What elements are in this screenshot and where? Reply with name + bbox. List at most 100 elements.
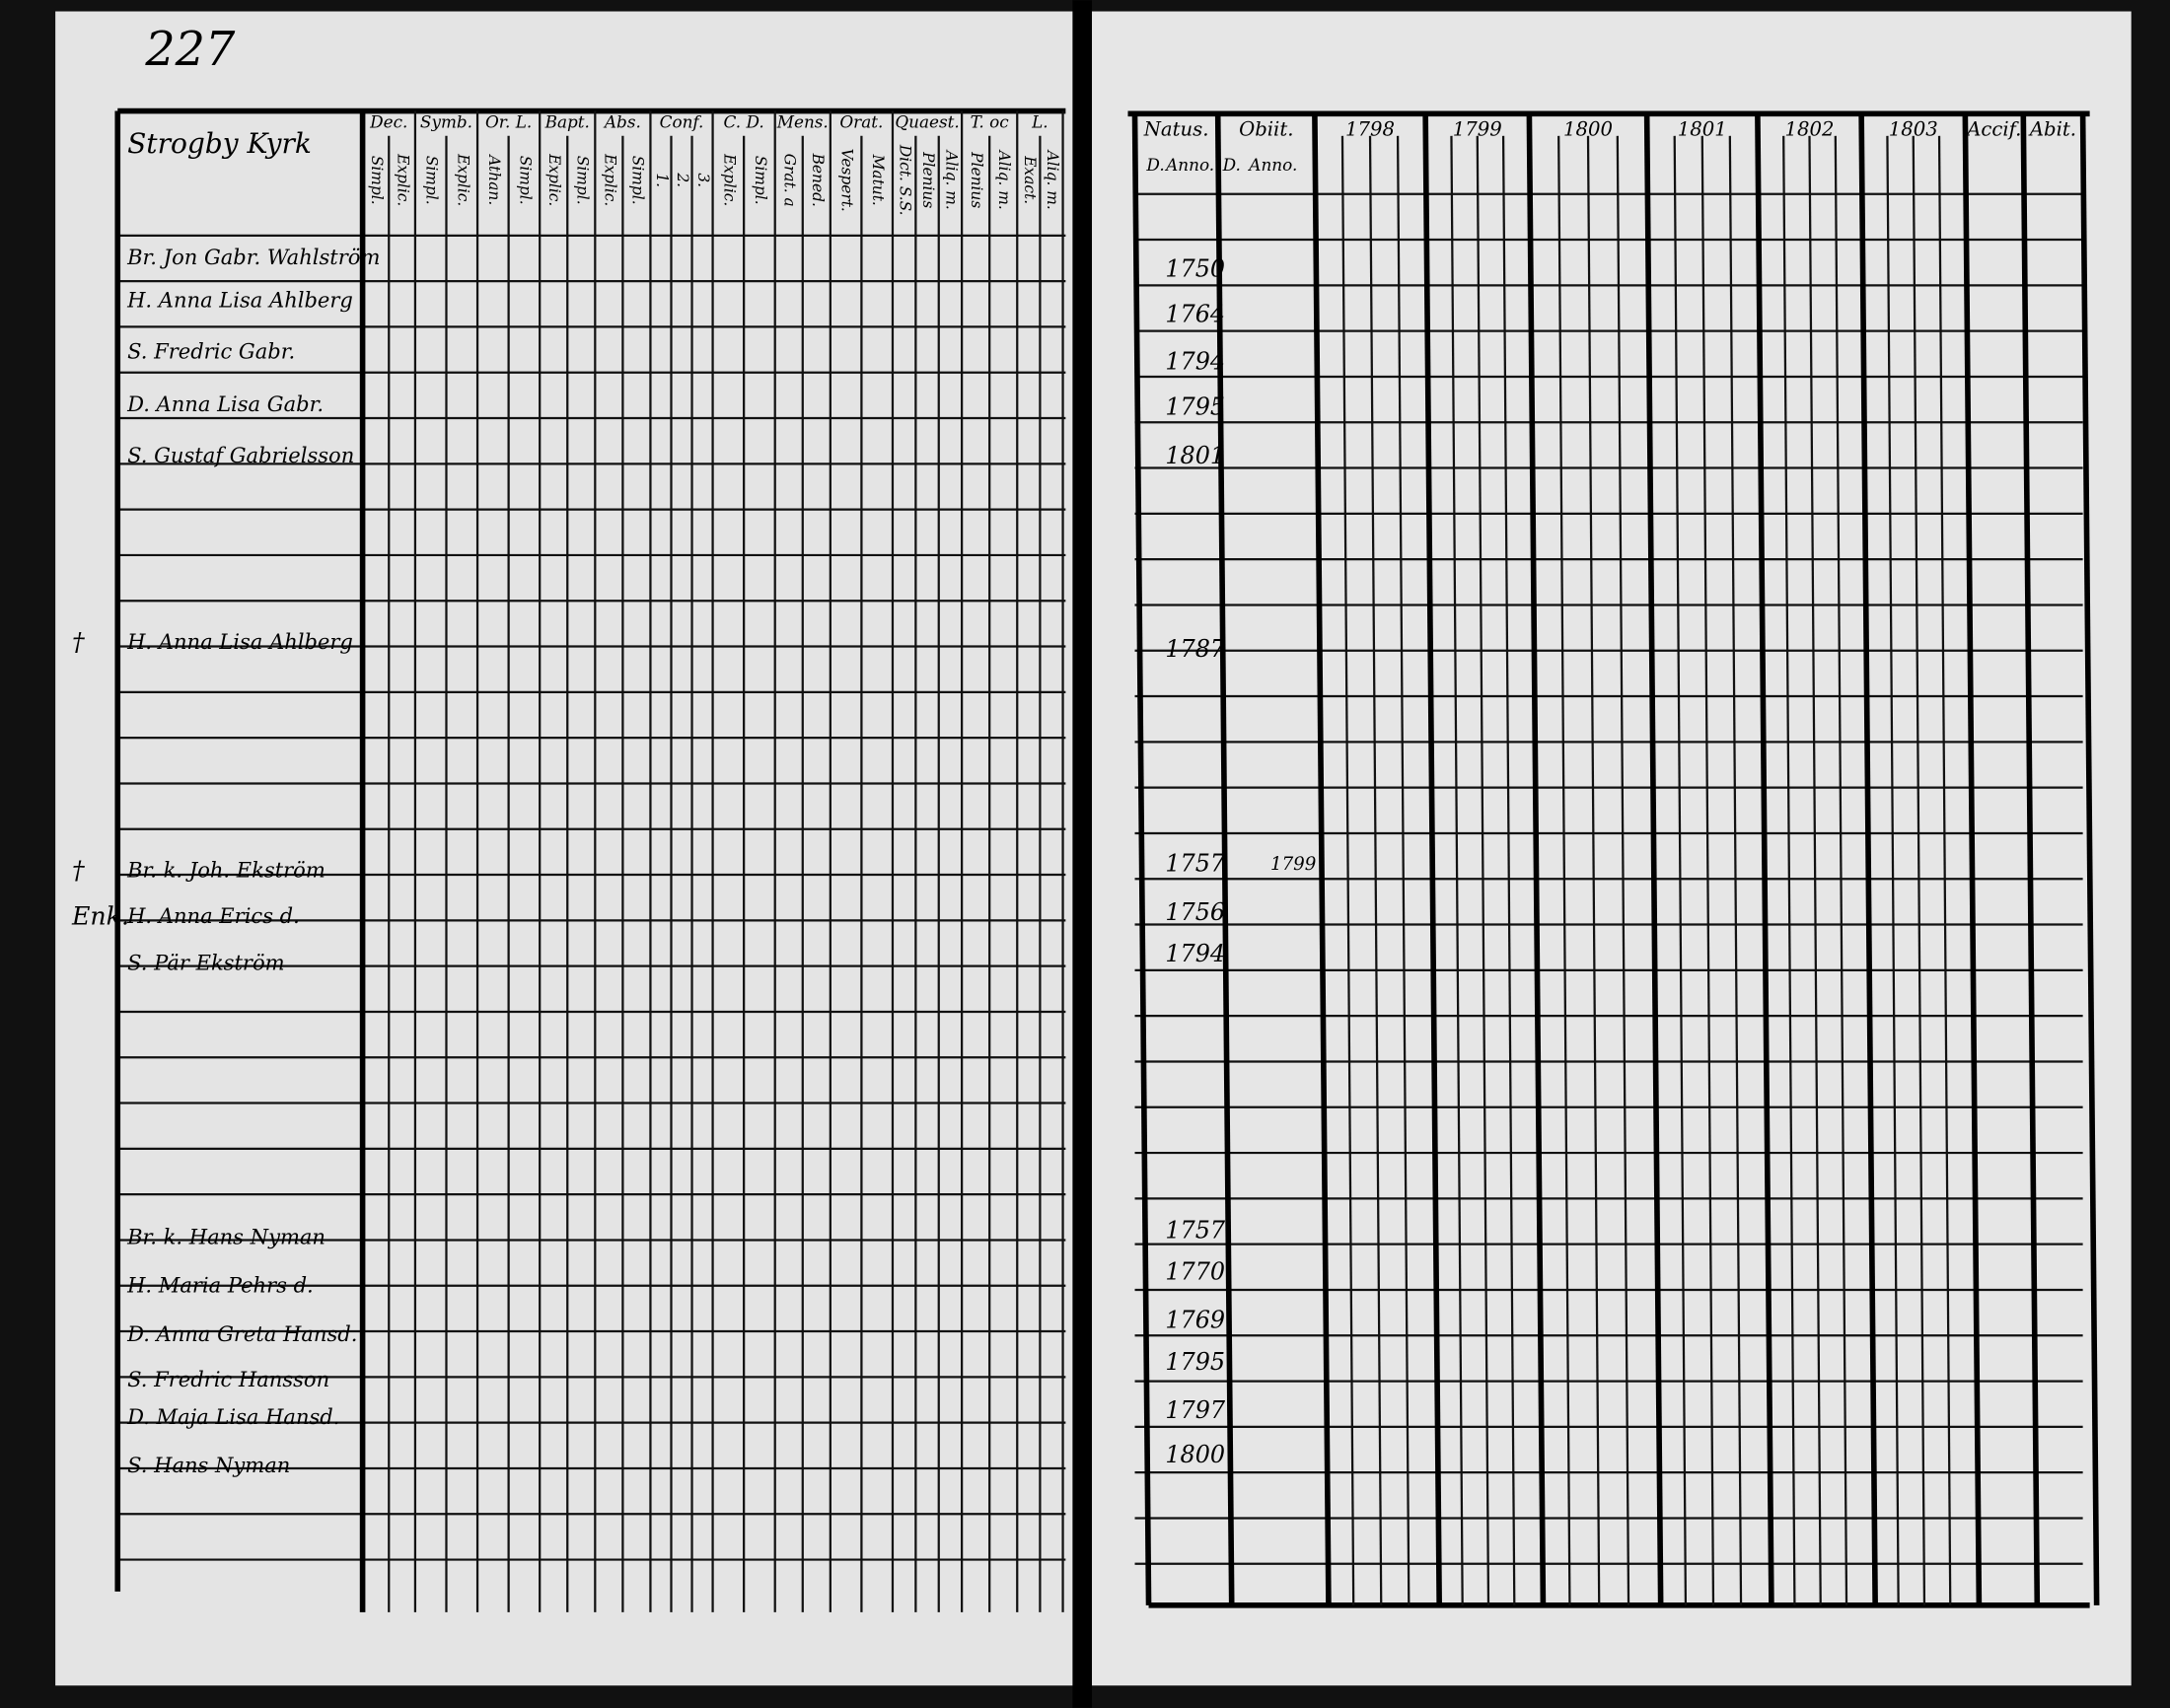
column-rule [1755, 113, 1774, 1605]
sub-rule [1834, 135, 1848, 1605]
column-subheader: Explic. [454, 153, 471, 206]
sub-rule [1782, 135, 1796, 1605]
column-subheader: Aliq. m. [942, 149, 960, 210]
column-header: Symb. [420, 112, 472, 132]
column-header: 1803 [1889, 118, 1938, 141]
sub-rule [1396, 135, 1410, 1605]
column-rule [1214, 113, 1235, 1605]
column-rule [1312, 113, 1332, 1605]
column-subheader: Simpl. [752, 156, 769, 205]
margin-note: † [72, 628, 85, 657]
column-subheader: Dict. S.S. [897, 144, 914, 216]
person-name: S. Pär Ekström [127, 951, 285, 975]
sub-rule [1728, 135, 1743, 1605]
column-subheader: Explic. [601, 153, 618, 206]
grid [114, 107, 2100, 1612]
birth-year: 1756 [1165, 898, 1225, 926]
column-header: C. D. [724, 112, 764, 132]
sub-rule [1937, 135, 1952, 1605]
column-subheader: Vespert. [838, 149, 856, 212]
column-subheader: 2. [674, 172, 691, 187]
column-rule [1858, 113, 1878, 1605]
column-subheader: D. [1222, 155, 1241, 175]
birth-year: 1757 [1165, 850, 1226, 878]
birth-year: 1801 [1165, 442, 1225, 469]
column-header: T. oc [971, 112, 1010, 132]
sub-rule [1616, 135, 1630, 1605]
column-subheader: Explic. [720, 153, 738, 206]
column-header: Accif. [1965, 118, 2021, 141]
column-subheader: Aliq. m. [995, 149, 1013, 210]
column-header: 1798 [1345, 118, 1395, 141]
sub-rule [1586, 135, 1601, 1605]
birth-year: 1757 [1165, 1217, 1226, 1245]
column-subheader: D. [1145, 155, 1164, 175]
column-rule [1526, 113, 1547, 1605]
column-header: L. [1031, 112, 1049, 132]
birth-year: 1769 [1165, 1307, 1225, 1334]
column-subheader: Plenius [968, 151, 985, 208]
sub-rule [1340, 135, 1355, 1605]
birth-year: 1787 [1165, 635, 1226, 663]
column-subheader: 1. [653, 173, 671, 187]
right-sheet [1090, 11, 2132, 1686]
column-header: 1799 [1453, 118, 1502, 141]
sub-rule [1700, 135, 1715, 1605]
column-header: Abs. [603, 112, 641, 132]
column-rule [1422, 113, 1442, 1605]
page-number: 227 [144, 23, 236, 77]
sub-rule [1501, 135, 1516, 1605]
person-name: Br. k. Joh. Ekström [126, 858, 326, 883]
column-subheader: Explic. [545, 153, 563, 206]
person-name: D. Anna Lisa Gabr. [126, 391, 324, 416]
person-name: Br. Jon Gabr. Wahlström [126, 245, 380, 269]
column-subheader: Anno. [1164, 155, 1214, 175]
birth-year: 1770 [1165, 1258, 1225, 1286]
column-subheader: Grat. a [781, 154, 799, 207]
sub-rule [1673, 135, 1688, 1605]
column-subheader: 3. [694, 173, 712, 187]
column-rule [1643, 113, 1664, 1605]
birth-year: 1794 [1165, 940, 1225, 967]
column-subheader: Athan. [485, 153, 503, 205]
column-header: Abit. [2028, 118, 2076, 141]
column-subheader: Matut. [869, 154, 887, 206]
sub-rule [1808, 135, 1822, 1605]
column-subheader: Simpl. [573, 156, 591, 205]
column-header: Quaest. [895, 112, 959, 132]
sub-rule [1450, 135, 1464, 1605]
sub-rule [1557, 135, 1571, 1605]
column-header: 1800 [1563, 118, 1613, 141]
person-name: H. Anna Erics d. [126, 903, 300, 928]
person-name: Br. k. Hans Nyman [126, 1225, 326, 1249]
column-subheader: Simpl. [368, 156, 386, 205]
person-name: D. Anna Greta Hansd. [126, 1321, 357, 1346]
column-subheader: Explic. [395, 153, 412, 206]
margin-note: † [72, 856, 85, 885]
column-header: Conf. [660, 112, 704, 132]
column-subheader: Anno. [1247, 155, 1297, 175]
column-header: 1801 [1678, 118, 1727, 141]
sub-rule [1368, 135, 1383, 1605]
birth-year: 1795 [1165, 1348, 1225, 1376]
birth-year: 1750 [1165, 254, 1225, 282]
parish-name: Strogby Kyrk [127, 127, 312, 160]
birth-year: 1794 [1165, 347, 1225, 375]
sub-rule [1886, 135, 1900, 1605]
sub-rule [1912, 135, 1926, 1605]
column-subheader: Aliq. m. [1044, 149, 1061, 210]
person-name: H. Anna Lisa Ahlberg [126, 629, 353, 654]
person-name: S. Fredric Gabr. [127, 339, 295, 364]
column-header: Dec. [369, 112, 407, 132]
column-rule [1962, 113, 1983, 1605]
column-header: Natus. [1143, 118, 1209, 141]
column-subheader: Simpl. [516, 156, 534, 205]
column-header: Or. L. [485, 112, 532, 132]
column-header: Obiit. [1239, 118, 1293, 141]
person-name: S. Gustaf Gabrielsson [127, 443, 354, 467]
death-year: 1799 [1270, 854, 1317, 875]
column-header: 1802 [1785, 118, 1835, 141]
person-name: H. Anna Lisa Ahlberg [126, 288, 353, 313]
